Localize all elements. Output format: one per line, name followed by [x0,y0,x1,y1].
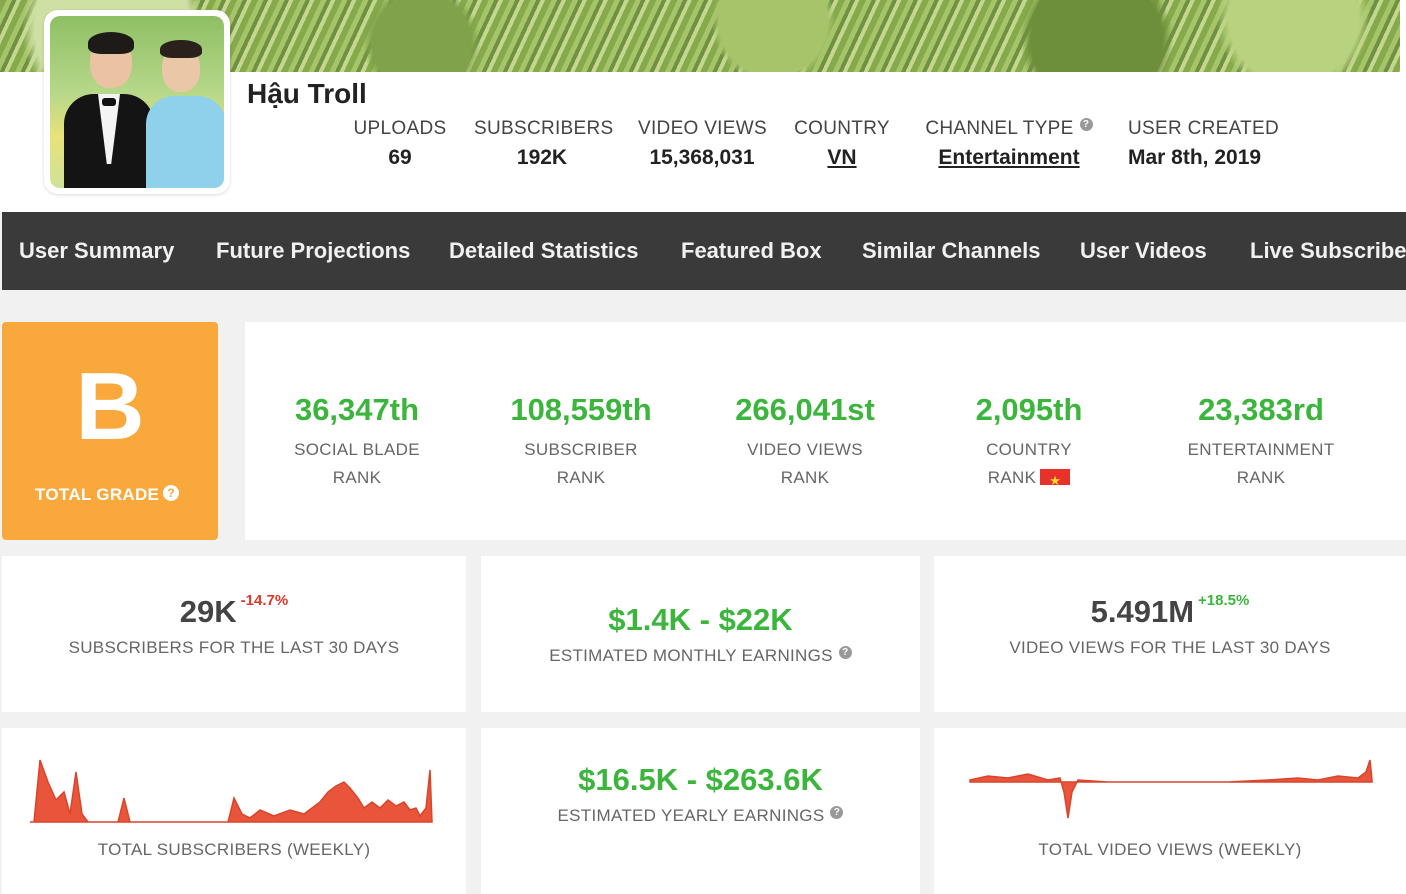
channel-nav: User Summary Future Projections Detailed… [2,212,1406,290]
channel-name: Hậu Troll [247,78,367,109]
rank-label: ENTERTAINMENT [1187,440,1335,459]
stat-channel-type: CHANNEL TYPE? Entertainment [918,118,1100,170]
total-grade-card: B TOTAL GRADE? [2,322,218,540]
country-link[interactable]: VN [827,146,857,169]
help-icon[interactable]: ? [163,485,180,501]
yearly-earnings-value: $16.5K - $263.6K [578,762,823,797]
subscribers-30-days-card: 29K -14.7% SUBSCRIBERS FOR THE LAST 30 DA… [2,556,466,712]
channel-avatar[interactable] [44,10,230,194]
rank-label: RANK [1236,468,1286,487]
rank-value: 108,559th [510,392,652,427]
rank-label: RANK [987,468,1037,487]
subscribers-weekly-sparkline[interactable] [28,752,438,828]
rank-label: RANK [556,468,606,487]
views-weekly-card: TOTAL VIDEO VIEWS (WEEKLY) [934,728,1406,894]
views-weekly-sparkline[interactable] [968,752,1378,822]
subscribers-30-days-label: SUBSCRIBERS FOR THE LAST 30 DAYS [68,638,400,657]
change-down-badge: -14.7% [240,592,289,609]
rank-country: 2,095th COUNTRY RANK [919,392,1139,495]
stat-value: 192K [516,146,568,169]
stat-label: USER CREATED [1128,118,1280,139]
rank-subscriber: 108,559th SUBSCRIBER RANK [471,392,691,492]
rank-label: SOCIAL BLADE [294,440,420,459]
views-30-days-card: 5.491M +18.5% VIDEO VIEWS FOR THE LAST 30… [934,556,1406,712]
stat-label: COUNTRY [794,118,890,139]
stat-label: SUBSCRIBERS [474,118,614,139]
stat-value: 69 [388,146,412,169]
help-icon[interactable]: ? [830,806,844,819]
rank-label: SUBSCRIBER [524,440,638,459]
rank-social-blade: 36,347th SOCIAL BLADE RANK [247,392,467,492]
rank-value: 2,095th [975,392,1083,427]
yearly-earnings-card: $16.5K - $263.6K ESTIMATED YEARLY EARNIN… [481,728,920,894]
stat-label: CHANNEL TYPE [925,118,1074,139]
nav-user-videos[interactable]: User Videos [1080,238,1207,263]
stat-uploads: UPLOADS 69 [352,118,448,170]
grade-label: TOTAL GRADE [35,485,160,504]
avatar-photo [50,16,224,188]
ranks-card: 36,347th SOCIAL BLADE RANK 108,559th SUBS… [245,322,1406,540]
banner-edge [1400,0,1406,72]
nav-detailed-statistics[interactable]: Detailed Statistics [449,238,639,263]
stat-label: VIDEO VIEWS [638,118,767,139]
subscribers-weekly-card: TOTAL SUBSCRIBERS (WEEKLY) [2,728,466,894]
views-30-days-value: 5.491M [1090,594,1195,629]
rank-value: 266,041st [735,392,875,427]
subscribers-weekly-label: TOTAL SUBSCRIBERS (WEEKLY) [97,840,371,859]
rank-label: VIDEO VIEWS [747,440,863,459]
channel-header [0,72,1406,212]
views-30-days-label: VIDEO VIEWS FOR THE LAST 30 DAYS [1009,638,1331,657]
channel-type-link[interactable]: Entertainment [938,146,1080,169]
stat-label: UPLOADS [353,118,447,139]
subscribers-30-days-value: 29K [179,594,237,629]
rank-value: 23,383rd [1198,392,1324,427]
stat-value: 15,368,031 [649,146,755,169]
monthly-earnings-card: $1.4K - $22K ESTIMATED MONTHLY EARNINGS? [481,556,920,712]
help-icon[interactable]: ? [1079,118,1093,131]
views-weekly-label: TOTAL VIDEO VIEWS (WEEKLY) [1038,840,1302,859]
nav-live-subscriber[interactable]: Live Subscriber [1250,238,1406,263]
stat-country: COUNTRY VN [794,118,890,170]
help-icon[interactable]: ? [838,646,852,659]
nav-similar-channels[interactable]: Similar Channels [862,238,1041,263]
stat-video-views: VIDEO VIEWS 15,368,031 [638,118,767,170]
nav-featured-box[interactable]: Featured Box [681,238,822,263]
rank-label: COUNTRY [986,440,1072,459]
grade-letter: B [75,353,145,460]
nav-future-projections[interactable]: Future Projections [216,238,411,263]
vietnam-flag-icon [1040,467,1071,495]
rank-value: 36,347th [294,392,420,427]
rank-video-views: 266,041st VIDEO VIEWS RANK [695,392,915,492]
rank-label: RANK [780,468,830,487]
stat-value: Mar 8th, 2019 [1128,146,1262,169]
rank-label: RANK [332,468,382,487]
nav-user-summary[interactable]: User Summary [19,238,175,263]
stat-subscribers: SUBSCRIBERS 192K [474,118,614,170]
monthly-earnings-label: ESTIMATED MONTHLY EARNINGS [549,646,833,665]
yearly-earnings-label: ESTIMATED YEARLY EARNINGS [557,806,825,825]
channel-banner [0,0,1406,72]
stat-user-created: USER CREATED Mar 8th, 2019 [1128,118,1288,170]
rank-entertainment: 23,383rd ENTERTAINMENT RANK [1151,392,1371,492]
monthly-earnings-value: $1.4K - $22K [608,602,793,637]
change-up-badge: +18.5% [1198,592,1250,609]
